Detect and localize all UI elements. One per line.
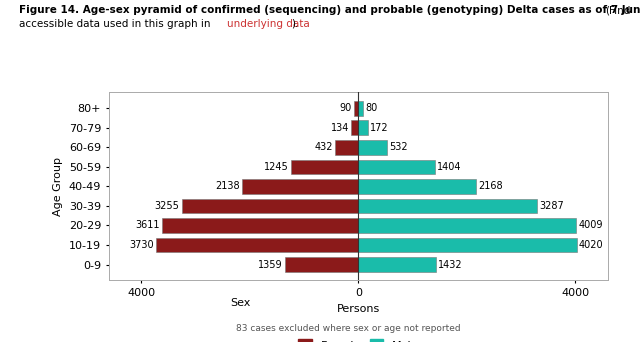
Bar bbox=[358, 179, 476, 194]
Text: 83 cases excluded where sex or age not reported: 83 cases excluded where sex or age not r… bbox=[236, 325, 461, 333]
Legend: Female, Male: Female, Male bbox=[295, 336, 422, 342]
X-axis label: Persons: Persons bbox=[337, 304, 380, 314]
Bar bbox=[358, 218, 576, 233]
Text: Sex: Sex bbox=[230, 298, 251, 308]
Text: 80: 80 bbox=[365, 103, 377, 113]
Y-axis label: Age Group: Age Group bbox=[53, 157, 63, 216]
Bar bbox=[156, 238, 358, 252]
Text: 172: 172 bbox=[370, 123, 388, 133]
Bar bbox=[358, 257, 436, 272]
Bar bbox=[182, 199, 358, 213]
Text: 1359: 1359 bbox=[258, 260, 282, 269]
Text: 2168: 2168 bbox=[478, 181, 503, 192]
Bar bbox=[285, 257, 358, 272]
Text: 4009: 4009 bbox=[578, 221, 603, 231]
Text: 2138: 2138 bbox=[216, 181, 240, 192]
Bar bbox=[358, 199, 537, 213]
Bar bbox=[351, 120, 358, 135]
Text: 3255: 3255 bbox=[155, 201, 180, 211]
Text: 90: 90 bbox=[339, 103, 351, 113]
Bar bbox=[163, 218, 358, 233]
Text: (Find: (Find bbox=[605, 5, 630, 15]
Text: 432: 432 bbox=[314, 142, 333, 152]
Text: 1432: 1432 bbox=[438, 260, 463, 269]
Text: 532: 532 bbox=[389, 142, 408, 152]
Bar bbox=[358, 238, 577, 252]
Bar bbox=[358, 120, 368, 135]
Text: 1404: 1404 bbox=[436, 162, 461, 172]
Bar bbox=[291, 159, 358, 174]
Bar bbox=[243, 179, 358, 194]
Bar bbox=[358, 159, 435, 174]
Bar bbox=[358, 140, 387, 155]
Bar bbox=[353, 101, 358, 116]
Text: accessible data used in this graph in: accessible data used in this graph in bbox=[19, 19, 214, 29]
Text: 1245: 1245 bbox=[264, 162, 289, 172]
Text: underlying data: underlying data bbox=[227, 19, 310, 29]
Text: 4020: 4020 bbox=[579, 240, 604, 250]
Text: 3287: 3287 bbox=[539, 201, 564, 211]
Text: ).: ). bbox=[291, 19, 299, 29]
Bar bbox=[335, 140, 358, 155]
Text: 134: 134 bbox=[331, 123, 349, 133]
Text: 3730: 3730 bbox=[129, 240, 154, 250]
Text: 3611: 3611 bbox=[136, 221, 160, 231]
Bar bbox=[358, 101, 363, 116]
Text: Figure 14. Age-sex pyramid of confirmed (sequencing) and probable (genotyping) D: Figure 14. Age-sex pyramid of confirmed … bbox=[19, 5, 640, 15]
